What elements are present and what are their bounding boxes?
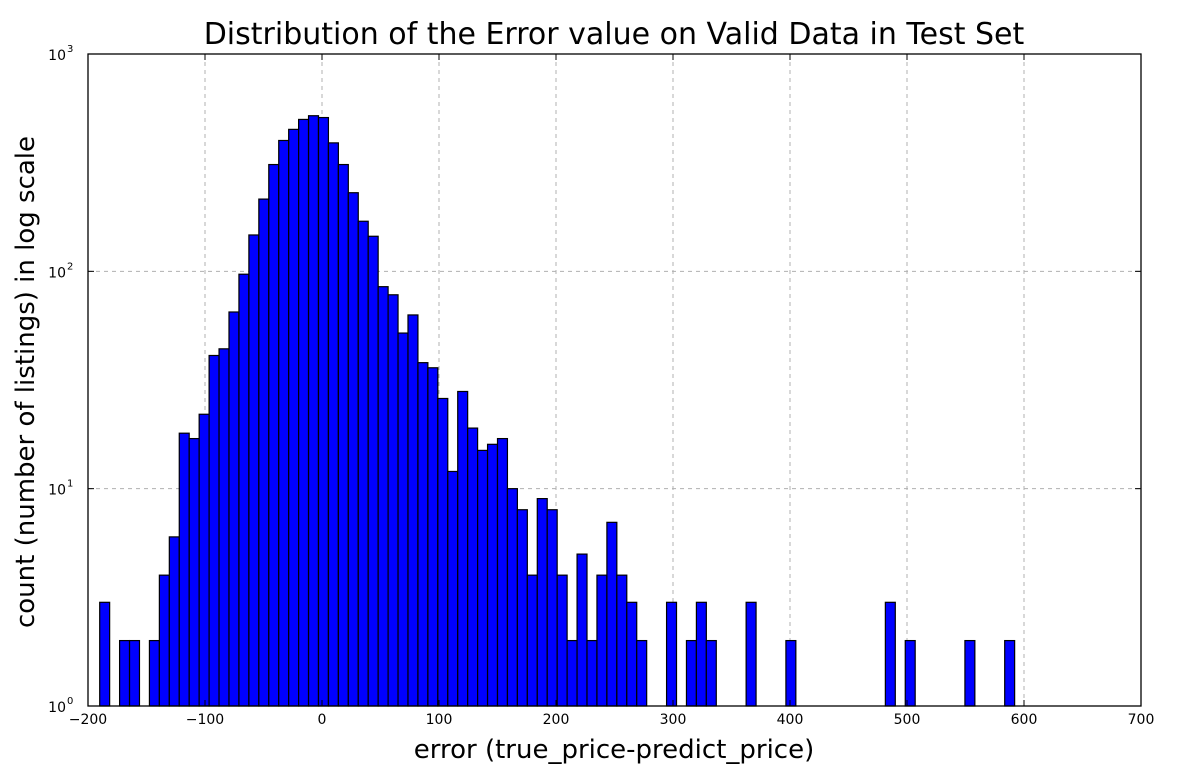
histogram-bar [327,142,339,707]
histogram-bar [526,574,538,707]
histogram-bar [178,432,190,707]
histogram-bar [606,521,618,707]
y-axis-label: count (number of listings) in log scale [11,136,41,628]
histogram-bar [457,390,469,707]
x-tick-labels: −200 −100 0 100 200 300 400 500 600 700 [69,712,1155,728]
histogram-bar [158,574,170,707]
histogram-bar [477,449,489,707]
x-tick-label: 500 [894,712,921,728]
x-tick-label: 600 [1011,712,1038,728]
histogram-bar [685,639,698,707]
histogram-bar [566,639,578,707]
histogram-bar [586,639,598,707]
histogram-bar [218,348,230,707]
x-tick-label: 400 [777,712,804,728]
histogram-bar [745,601,757,707]
y-tick-label: 10 [48,48,66,64]
histogram-bar [427,367,439,707]
histogram-bar [417,362,429,707]
y-tick-label: 10 [48,700,66,716]
histogram-bar [407,314,419,707]
histogram-bar [268,163,280,707]
histogram-bar [377,286,389,707]
x-tick-label: −200 [69,712,107,728]
x-tick-label: −100 [186,712,224,728]
histogram-bar [964,639,976,707]
histogram-bar [278,139,290,707]
x-tick-label: 700 [1128,712,1155,728]
histogram-bar [467,427,479,707]
y-tick-exponent: 2 [67,261,73,272]
histogram-bar [317,116,330,707]
histogram-bar [168,536,180,707]
histogram-bar [536,498,548,707]
x-tick-label: 0 [318,712,327,728]
histogram-bar [884,601,896,707]
histogram-bar [616,574,628,707]
histogram-bar [397,332,409,707]
y-tick-label: 10 [48,483,66,499]
y-tick-exponent: 0 [67,696,73,707]
histogram-bar [228,311,240,707]
histogram-bar [556,574,568,707]
histogram-bar [198,413,210,707]
histogram-bar [99,601,111,707]
histogram-bar [367,235,379,707]
histogram-bar [307,115,320,707]
histogram-bar [636,639,648,707]
histogram-bar [387,294,399,707]
x-tick-label: 100 [426,712,453,728]
axis-ticks [87,53,1142,707]
histogram-bar [288,128,300,707]
histogram-bar [118,639,131,707]
histogram-bar [298,118,310,707]
histogram-bar [238,273,250,707]
histogram-bar [208,354,220,707]
histogram-bar [128,639,141,707]
y-tick-label: 10 [48,265,66,281]
y-tick-exponent: 3 [67,44,73,55]
histogram-bar [576,553,588,707]
histogram-bar [546,509,558,707]
histogram-bar [188,437,200,707]
histogram-bar [496,437,509,707]
histogram-bar [347,192,359,707]
histogram-bar [337,163,349,707]
histogram-bar [258,198,270,707]
histogram-bar [148,639,160,707]
x-tick-label: 300 [660,712,687,728]
histogram-bar [516,509,528,707]
histogram-bar [904,639,916,707]
plot-frame [87,53,1142,707]
histogram-bar [248,234,260,707]
histogram-bar [447,470,459,707]
histogram-bar [486,443,499,707]
histogram-bar [695,601,707,707]
histogram-bar [596,574,608,707]
histogram-bar [665,601,678,707]
y-tick-exponent: 1 [67,479,73,490]
histogram-bar [1004,639,1016,707]
chart-title: Distribution of the Error value on Valid… [204,17,1025,52]
histogram-bar [626,601,638,707]
histogram-bar [705,639,717,707]
histogram-bars [99,115,1016,707]
histogram-bar [357,220,369,707]
x-axis-label: error (true_price-predict_price) [414,735,815,765]
histogram-bar [437,397,449,707]
histogram-bar [506,488,518,707]
x-tick-label: 200 [543,712,570,728]
histogram-bar [785,639,797,707]
